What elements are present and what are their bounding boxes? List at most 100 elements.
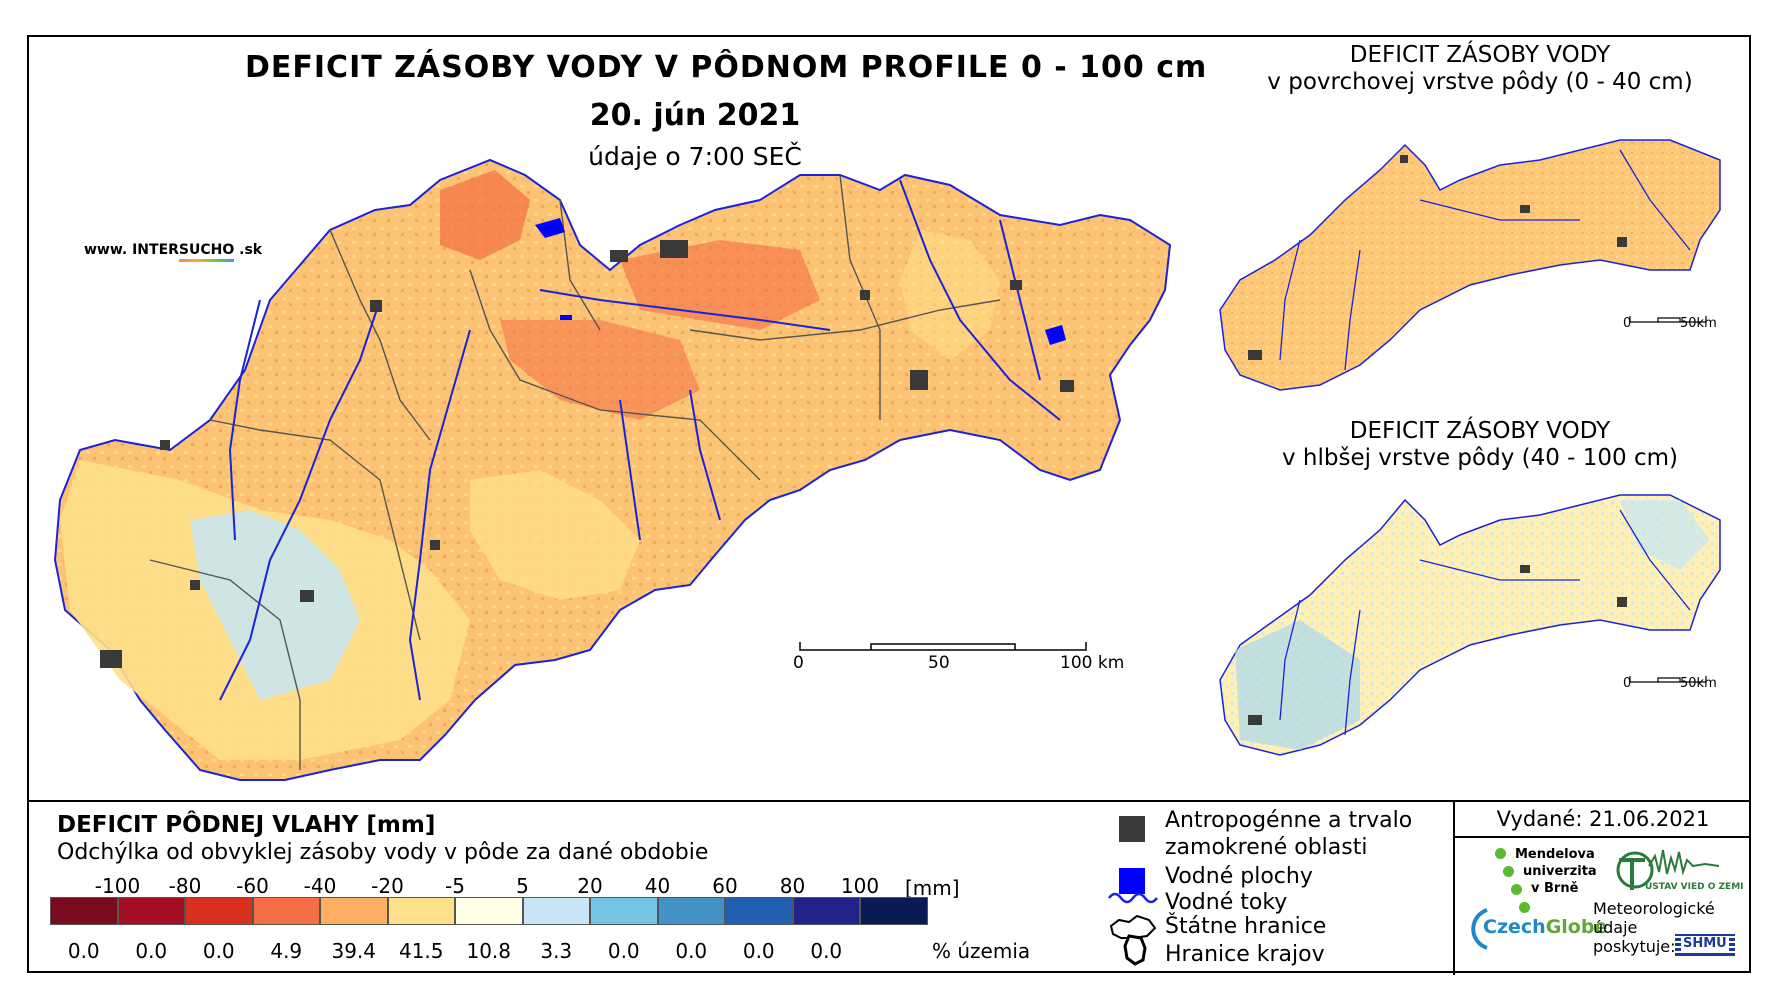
region-border-icon — [1123, 934, 1147, 966]
legend-percentage: 10.8 — [466, 939, 512, 963]
legend-percentage: 3.3 — [540, 939, 573, 963]
czechglobe-part1: Czech — [1483, 916, 1546, 938]
legend-percentage: 0.0 — [742, 939, 775, 963]
legend-percentage: 0.0 — [607, 939, 640, 963]
czechglobe-arc-icon — [1471, 908, 1488, 950]
legend-panel: DEFICIT PÔDNEJ VLAHY [mm] Odchýlka od ob… — [27, 800, 1751, 975]
czechglobe-logo-text: CzechGlobe — [1483, 916, 1607, 938]
legend-break-label: 40 — [644, 874, 671, 898]
map-date: 20. jún 2021 — [589, 98, 801, 133]
legend-break-label: -80 — [168, 874, 202, 898]
inset-bottom-title-line1: DEFICIT ZÁSOBY VODY — [1349, 418, 1611, 444]
anthropogenic-label: Antropogénne a trvalo zamokrené oblasti — [1165, 807, 1412, 861]
inset-top-scale-50: 50km — [1680, 316, 1717, 331]
scale-label-0: 0 — [793, 653, 804, 673]
issued-logos-box: Vydané: 21.06.2021 Mendelova univerzita … — [1453, 802, 1751, 975]
legend-color-swatch — [320, 897, 388, 925]
inset-bottom-scale-0: 0 — [1623, 676, 1632, 691]
scale-label-100: 100 km — [1060, 653, 1125, 673]
legend-break-label: 100 — [840, 874, 880, 898]
inset-top-title-line2: v povrchovej vrstve pôdy (0 - 40 cm) — [1267, 69, 1693, 95]
water-bodies-label: Vodné plochy — [1165, 864, 1313, 889]
main-scale-bar — [799, 642, 1087, 651]
legend-break-label: 60 — [712, 874, 738, 898]
state-border-label: Štátne hranice — [1165, 914, 1327, 939]
mendel-dot-icon — [1511, 884, 1522, 895]
rivers-symbol-icon — [1108, 892, 1158, 904]
legend-break-label: 80 — [779, 874, 806, 898]
inset-top-title: DEFICIT ZÁSOBY VODY v povrchovej vrstve … — [1230, 42, 1730, 96]
mendel-line2: univerzita — [1523, 864, 1597, 879]
data-time: údaje o 7:00 SEČ — [588, 142, 802, 171]
main-title: DEFICIT ZÁSOBY VODY V PÔDNOM PROFILE 0 -… — [245, 50, 1208, 85]
mendel-line3: v Brně — [1531, 881, 1579, 896]
legend-color-swatch — [860, 897, 928, 925]
main-map — [53, 158, 1172, 781]
legend-color-swatch — [522, 897, 590, 925]
legend-break-label: -60 — [236, 874, 269, 898]
legend-percentage: 39.4 — [331, 939, 377, 963]
meteo-line3: poskytuje: — [1593, 937, 1676, 956]
legend-color-swatch — [117, 897, 185, 925]
inset-top-map — [1219, 139, 1721, 391]
legend-color-swatch — [185, 897, 253, 925]
legend-percentage: 0.0 — [202, 939, 235, 963]
mendel-logo-text: Mendelova univerzita v Brně — [1515, 846, 1597, 897]
legend-break-label: -5 — [445, 874, 465, 898]
water-bodies-swatch — [1119, 868, 1145, 894]
legend-color-swatch — [50, 897, 118, 925]
legend-break-label: 5 — [516, 874, 529, 898]
inset-bottom-scale-50: 50km — [1680, 676, 1717, 691]
intersucho-link[interactable]: www. INTERSUCHO .sk — [84, 242, 263, 262]
scale-label-50: 50 — [928, 653, 950, 673]
anthropogenic-swatch — [1119, 816, 1145, 842]
czechglobe-part2: Globe — [1545, 916, 1608, 938]
ustav-logo-text: ÚSTAV VIED O ZEMI — [1645, 882, 1744, 892]
legend-unit: [mm] — [905, 876, 960, 900]
meteo-line2: údaje — [1593, 918, 1638, 937]
legend-percentage: 41.5 — [398, 939, 444, 963]
brand-highlight: SUCHO — [178, 242, 235, 262]
rivers-label: Vodné toky — [1165, 890, 1288, 915]
mendel-dot-icon — [1519, 902, 1530, 913]
legend-color-swatch — [657, 897, 725, 925]
legend-pct-unit: % územia — [932, 939, 1031, 963]
map-canvas — [53, 139, 1721, 781]
legend-color-swatch — [792, 897, 860, 925]
legend-percentage: 4.9 — [270, 939, 303, 963]
legend-break-label: -100 — [94, 874, 141, 898]
shmu-logo-icon: SHMÚ — [1675, 934, 1735, 956]
mendel-dot-icon — [1495, 848, 1506, 859]
mendel-line1: Mendelova — [1515, 847, 1595, 862]
meteo-credit: Meteorologické údaje poskytuje: — [1593, 899, 1715, 956]
legend-title: DEFICIT PÔDNEJ VLAHY [mm] — [57, 812, 436, 838]
legend-color-swatch — [252, 897, 320, 925]
mendel-dot-icon — [1503, 866, 1514, 877]
legend-break-label: -40 — [303, 874, 337, 898]
inset-bottom-title: DEFICIT ZÁSOBY VODY v hlbšej vrstve pôdy… — [1230, 418, 1730, 472]
anthropogenic-label-line2: zamokrené oblasti — [1165, 835, 1368, 860]
inset-top-title-line1: DEFICIT ZÁSOBY VODY — [1349, 42, 1611, 68]
meteo-line1: Meteorologické — [1593, 899, 1715, 918]
legend-break-label: -20 — [371, 874, 404, 898]
legend-color-swatch — [725, 897, 793, 925]
legend-break-label: 20 — [577, 874, 603, 898]
legend-color-swatch — [590, 897, 658, 925]
legend-percentage: 0.0 — [67, 939, 100, 963]
anthropogenic-label-line1: Antropogénne a trvalo — [1165, 808, 1413, 833]
inset-bottom-map — [1219, 494, 1721, 756]
brand-prefix: www. INTER — [84, 242, 179, 258]
inset-top-scale-0: 0 — [1623, 316, 1632, 331]
region-border-label: Hranice krajov — [1165, 942, 1325, 967]
legend-percentage: 0.0 — [675, 939, 708, 963]
legend-percentage: 0.0 — [135, 939, 168, 963]
shmu-logo-text: SHMÚ — [1681, 936, 1729, 951]
ustav-vied-o-zemi-logo-icon — [1616, 849, 1720, 890]
legend-color-swatch — [387, 897, 455, 925]
issued-date: Vydané: 21.06.2021 — [1455, 802, 1751, 838]
brand-suffix: .sk — [234, 242, 263, 258]
legend-percentage: 0.0 — [810, 939, 843, 963]
inset-bottom-title-line2: v hlbšej vrstve pôdy (40 - 100 cm) — [1281, 445, 1679, 471]
legend-subtitle: Odchýlka od obvyklej zásoby vody v pôde … — [57, 840, 709, 865]
legend-color-swatch — [455, 897, 523, 925]
